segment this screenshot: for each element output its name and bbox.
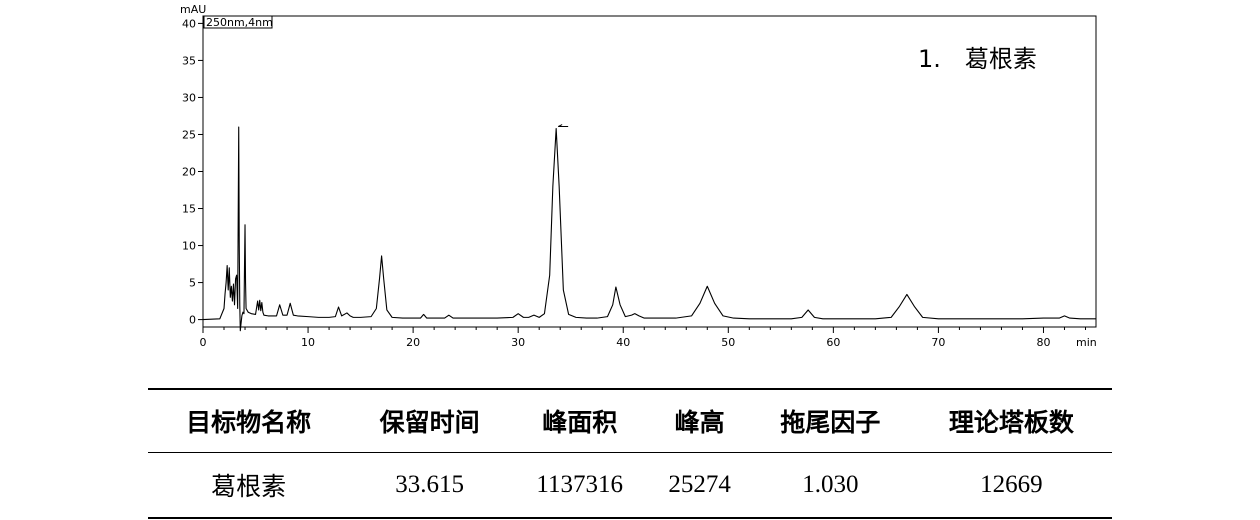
peak-annotation: 1. 葛根素: [918, 45, 1037, 73]
header-tailing-factor: 拖尾因子: [749, 388, 911, 453]
chromatogram-chart: 0 5 10 15 20 25 30 35 40 0 10 20 30 40 50 60 70 80 mAU m…: [180, 3, 1097, 349]
y-tick-label: 35: [182, 54, 196, 67]
header-retention-time: 保留时间: [349, 388, 511, 453]
header-peak-height: 峰高: [649, 388, 750, 453]
y-tick-label: 5: [189, 277, 196, 290]
header-target-name: 目标物名称: [148, 388, 350, 453]
y-tick-label: 0: [189, 314, 196, 327]
header-theoretical-plates: 理论塔板数: [910, 388, 1112, 453]
y-tick-label: 15: [182, 203, 196, 216]
channel-label: 250nm,4nm: [206, 16, 273, 29]
table-header-row: 目标物名称 保留时间 峰面积 峰高 拖尾因子 理论塔板数: [148, 388, 1112, 453]
peak-marker: [557, 124, 569, 128]
x-tick-label: 10: [301, 336, 315, 349]
y-tick-label: 40: [182, 17, 196, 30]
cell-peak-height: 25274: [649, 452, 750, 519]
y-tick-label: 25: [182, 128, 196, 141]
y-tick-label: 10: [182, 240, 196, 253]
header-peak-area: 峰面积: [510, 388, 650, 453]
y-tick-label: 30: [182, 91, 196, 104]
x-tick-label: 70: [931, 336, 945, 349]
channel-label-box: [203, 15, 273, 29]
table-row: 葛根素 33.615 1137316 25274 1.030 12669: [148, 452, 1112, 519]
x-tick-label: 60: [826, 336, 840, 349]
cell-tailing-factor: 1.030: [749, 452, 911, 519]
cell-retention-time: 33.615: [349, 452, 511, 519]
y-unit-label: mAU: [180, 3, 206, 16]
y-tick-label: 20: [182, 166, 196, 179]
chromatogram-trace: [202, 126, 1096, 332]
cell-target-name: 葛根素: [148, 452, 350, 519]
cell-theoretical-plates: 12669: [910, 452, 1112, 519]
x-tick-label: 30: [511, 336, 525, 349]
x-tick-label: 80: [1036, 336, 1050, 349]
cell-peak-area: 1137316: [510, 452, 650, 519]
x-axis-ticks: 0 10 20 30 40 50 60 70 80: [200, 327, 1086, 349]
x-tick-label: 0: [200, 336, 207, 349]
x-tick-label: 50: [721, 336, 735, 349]
x-tick-label: 40: [616, 336, 630, 349]
results-table: 目标物名称 保留时间 峰面积 峰高 拖尾因子 理论塔板数 葛根素 33.615 …: [148, 388, 1112, 519]
x-tick-label: 20: [406, 336, 420, 349]
y-axis-ticks: 0 5 10 15 20 25 30 35 40: [182, 17, 203, 327]
x-unit-label: min: [1076, 336, 1097, 349]
